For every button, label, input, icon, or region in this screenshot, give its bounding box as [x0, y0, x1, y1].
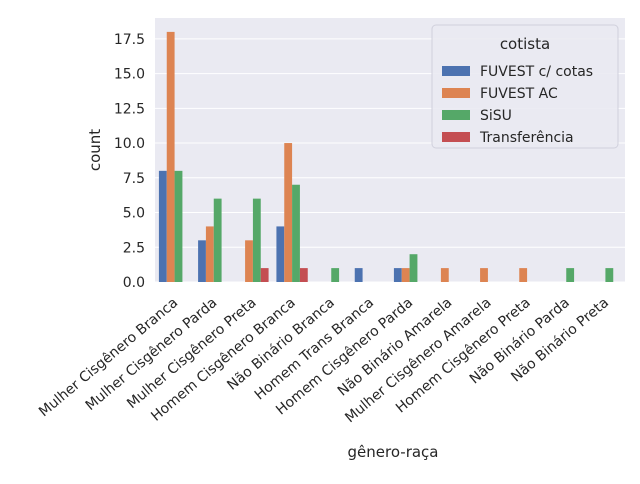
bar — [158, 170, 167, 282]
legend-box — [431, 24, 619, 149]
y-tick-label: 2.5 — [123, 240, 145, 256]
legend-label: Transferência — [479, 130, 574, 146]
y-tick-label: 12.5 — [114, 101, 145, 117]
y-tick-label: 0.0 — [123, 275, 145, 291]
legend-label: SiSU — [480, 108, 512, 124]
legend-label: FUVEST c/ cotas — [480, 64, 593, 80]
y-axis-label: count — [86, 129, 104, 171]
bar — [331, 268, 340, 282]
bar — [292, 184, 300, 282]
legend-title: cotista — [500, 35, 550, 53]
legend-swatch — [442, 110, 470, 120]
bar — [519, 268, 528, 282]
bar — [354, 268, 363, 282]
legend-swatch — [442, 132, 470, 142]
bar — [205, 226, 214, 282]
y-tick-label: 15.0 — [114, 67, 145, 83]
y-tick-label: 17.5 — [114, 32, 145, 48]
legend-swatch — [442, 66, 470, 76]
y-tick-label: 5.0 — [123, 206, 145, 222]
bar — [213, 198, 222, 282]
bar — [260, 268, 269, 282]
bar — [401, 268, 410, 282]
bar — [245, 240, 253, 282]
bar — [252, 198, 261, 282]
legend-swatch — [442, 88, 470, 98]
bar — [480, 268, 488, 282]
bar — [284, 143, 293, 282]
legend-label: FUVEST AC — [480, 86, 558, 102]
bars — [158, 31, 614, 282]
bar — [276, 226, 285, 282]
bar — [299, 268, 308, 282]
bar — [440, 268, 449, 282]
bar — [198, 240, 206, 282]
legend: cotista FUVEST c/ cotas FUVEST AC SiSU Trans… — [431, 24, 619, 149]
bar — [566, 268, 575, 282]
bar — [605, 268, 614, 282]
bar — [166, 31, 175, 282]
bar — [409, 254, 418, 282]
y-axis: 0.0 2.5 5.0 7.5 10.0 12.5 15.0 17.5 — [114, 32, 145, 291]
bar — [174, 170, 183, 282]
bar — [393, 268, 402, 282]
y-tick-label: 7.5 — [123, 171, 145, 187]
y-tick-label: 10.0 — [114, 136, 145, 152]
x-axis-label: gênero-raça — [348, 443, 439, 461]
